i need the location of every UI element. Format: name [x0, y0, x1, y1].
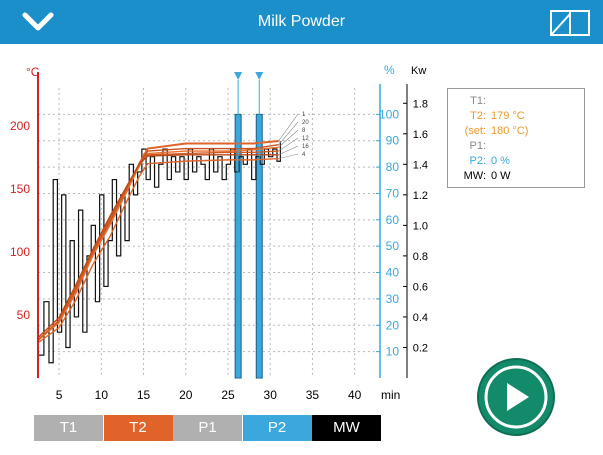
- readout-panel: T1: T2: 179 °C (set: 180 °C) P1: P2: 0 % MW: 0 W: [447, 88, 585, 188]
- play-icon[interactable]: [470, 357, 562, 437]
- pct-tick-label: 20: [386, 318, 400, 332]
- temp-axis-ticks: 200 150 100 50: [10, 119, 30, 322]
- readout-label: P1:: [469, 140, 486, 152]
- series-label: 16: [302, 144, 309, 150]
- series-label: 4: [302, 152, 306, 158]
- readout-label: T2:: [470, 110, 486, 122]
- t2-curve: [37, 146, 279, 341]
- x-tick-label: 40: [348, 388, 362, 402]
- tab-p1[interactable]: P1: [173, 415, 242, 441]
- series-label: 1: [302, 112, 306, 118]
- x-axis-ticks: 5 10 15 20 25 30 35 40: [56, 388, 362, 402]
- pct-tick-label: 60: [386, 213, 400, 227]
- temp-tick-label: 150: [10, 182, 30, 196]
- pct-axis-ticks: 100 90 80 70 60 50 40 30 20 10: [376, 107, 400, 359]
- book-icon[interactable]: [548, 8, 592, 38]
- temp-tick-label: 50: [17, 308, 31, 322]
- mw-trace: [38, 141, 281, 364]
- pct-axis-unit: %: [384, 63, 395, 77]
- x-axis-unit: min: [381, 388, 400, 402]
- pct-tick-label: 100: [379, 107, 399, 121]
- kw-axis-unit: Kw: [411, 65, 426, 77]
- readout-row: P2: 0 %: [448, 154, 586, 168]
- series-leader: [278, 121, 299, 145]
- chevron-down-icon[interactable]: [18, 8, 58, 36]
- pct-tick-label: 90: [386, 134, 400, 148]
- readout-value: 179 °C: [491, 110, 525, 122]
- mw-trace-line: [38, 141, 281, 364]
- readout-row: T1:: [448, 94, 586, 108]
- readout-row: T2: 179 °C: [448, 109, 586, 123]
- readout-row: (set: 180 °C): [448, 124, 586, 138]
- t2-temperature-curves: [37, 139, 279, 344]
- series-leader: [278, 145, 299, 156]
- p2-markers: [234, 72, 264, 378]
- series-leader: [278, 129, 299, 148]
- pct-tick-label: 10: [386, 345, 400, 359]
- series-label: 20: [302, 120, 309, 126]
- p2-marker-triangle: [234, 72, 243, 80]
- page-title: Milk Powder: [257, 13, 346, 30]
- series-labels: 1 20 8 12 16 4: [278, 112, 309, 159]
- kw-tick-label: 1.2: [413, 190, 428, 202]
- series-leader: [278, 113, 299, 142]
- readout-row: P1:: [448, 139, 586, 153]
- readout-row: MW: 0 W: [448, 169, 586, 183]
- pct-tick-label: 50: [386, 239, 400, 253]
- chart-grid: [38, 88, 380, 378]
- pct-tick-label: 70: [386, 186, 400, 200]
- temp-tick-label: 100: [10, 245, 30, 259]
- title-bar: Milk Powder: [0, 0, 603, 44]
- kw-axis-ticks: 1.8 1.6 1.4 1.2 1.0 0.8 0.6 0.4 0.2: [403, 98, 428, 354]
- x-tick-label: 10: [95, 388, 109, 402]
- series-label: 8: [302, 128, 306, 134]
- x-tick-label: 20: [179, 388, 193, 402]
- x-tick-label: 30: [264, 388, 278, 402]
- x-tick-label: 15: [137, 388, 151, 402]
- chart-axes: [37, 72, 408, 378]
- t2-curve: [37, 157, 279, 344]
- tab-t1[interactable]: T1: [34, 415, 103, 441]
- x-tick-label: 25: [221, 388, 235, 402]
- kw-tick-label: 0.8: [413, 251, 428, 263]
- series-label: 12: [302, 136, 309, 142]
- kw-tick-label: 0.2: [413, 342, 428, 354]
- readout-label: MW:: [463, 170, 486, 182]
- kw-tick-label: 0.6: [413, 281, 428, 293]
- kw-tick-label: 1.0: [413, 220, 428, 232]
- pct-tick-label: 40: [386, 266, 400, 280]
- series-leader: [278, 137, 299, 152]
- pct-tick-label: 30: [386, 292, 400, 306]
- x-tick-label: 5: [56, 388, 63, 402]
- temp-axis-unit: °C: [26, 65, 40, 79]
- readout-label: T1:: [470, 95, 486, 107]
- p2-marker-triangle: [255, 72, 264, 80]
- kw-tick-label: 1.4: [413, 159, 428, 171]
- tab-p2[interactable]: P2: [242, 415, 312, 441]
- kw-tick-label: 1.8: [413, 98, 428, 110]
- readout-label: P2:: [469, 155, 486, 167]
- kw-tick-label: 0.4: [413, 312, 428, 324]
- temp-tick-label: 200: [10, 119, 30, 133]
- tab-t2[interactable]: T2: [103, 415, 173, 441]
- series-leader: [278, 153, 299, 159]
- readout-value: 0 %: [491, 155, 510, 167]
- x-tick-label: 35: [306, 388, 320, 402]
- readout-value: 0 W: [491, 170, 511, 182]
- pct-tick-label: 80: [386, 160, 400, 174]
- tab-mw[interactable]: MW: [312, 415, 381, 441]
- kw-tick-label: 1.6: [413, 129, 428, 141]
- readout-value: 180 °C): [491, 125, 529, 137]
- process-chart: 1 20 8 12 16 4 °C % Kw min 200 150 100 50 100 90 8…: [10, 63, 428, 402]
- t2-curve: [37, 154, 279, 339]
- readout-label: (set:: [464, 125, 486, 137]
